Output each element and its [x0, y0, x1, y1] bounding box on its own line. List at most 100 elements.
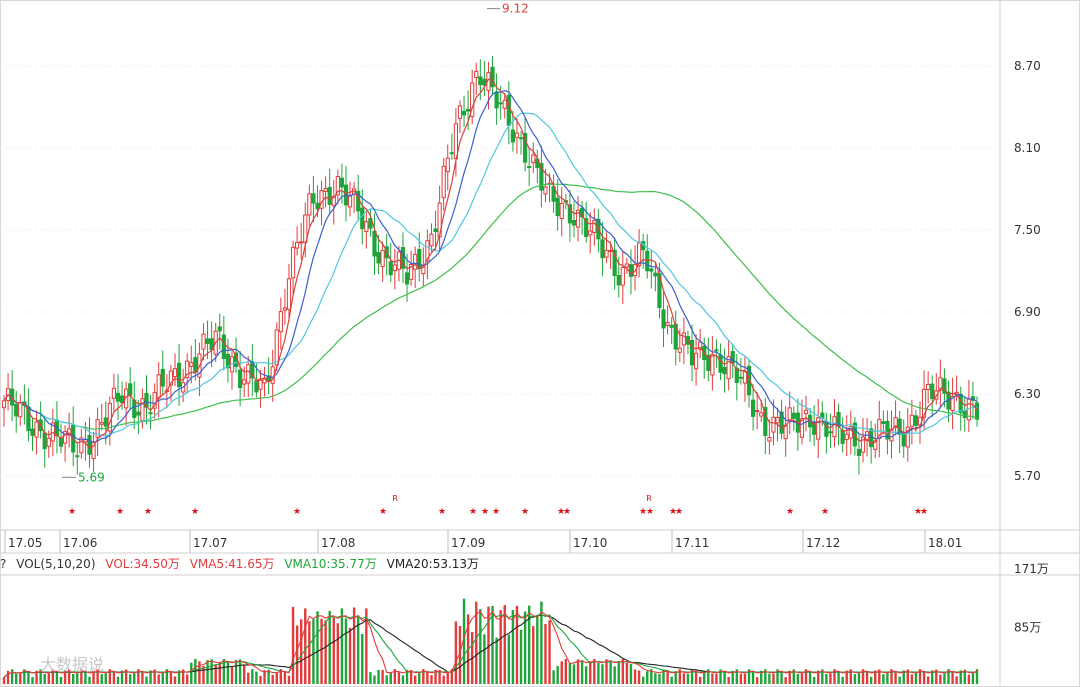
volume-bar [116, 676, 120, 684]
event-star-marker: ★ [914, 507, 922, 517]
volume-bar [817, 670, 820, 684]
volume-bar [15, 673, 18, 684]
volume-bar [413, 675, 417, 684]
volume-bar [279, 669, 283, 684]
volume-bar [67, 669, 71, 684]
candle-body [278, 311, 283, 333]
volume-legend: ? VOL(5,10,20) VOL:34.50万 VMA5:41.65万 VM… [0, 553, 1000, 575]
volume-bar [88, 676, 91, 684]
candle-body [942, 378, 947, 394]
volume-bar [861, 669, 865, 684]
volume-bar [426, 672, 429, 684]
candle-body [246, 364, 251, 384]
volume-bar [149, 670, 152, 684]
volume-bar [267, 669, 270, 684]
candle-body [34, 421, 39, 438]
volume-bar [690, 669, 694, 684]
date-tick-label: 17.08 [321, 536, 355, 550]
candle-body [172, 368, 178, 377]
volume-bar [328, 610, 331, 684]
candle-body [787, 407, 792, 421]
candle-body [506, 94, 511, 126]
volume-bar [670, 676, 673, 684]
volume-bar [788, 670, 791, 684]
candle-body [498, 102, 503, 105]
vma10-line [3, 613, 977, 678]
volume-bar [100, 674, 103, 684]
candle-body [470, 82, 475, 118]
candle-body [844, 433, 849, 440]
candle-body [921, 388, 927, 418]
volume-bar [51, 669, 55, 684]
volume-bar [678, 669, 682, 684]
candle-body [828, 431, 833, 434]
volume-bar [694, 670, 698, 684]
volume-bar [145, 676, 148, 684]
volume-bar [715, 673, 718, 684]
volume-bar [837, 671, 840, 684]
candle-body [368, 218, 373, 229]
volume-bar [181, 669, 185, 684]
candle-body [938, 377, 943, 391]
candle-body [490, 66, 495, 88]
event-star-marker: ★ [68, 507, 76, 517]
volume-bar [234, 660, 238, 684]
volume-bar [462, 598, 466, 684]
candle-body [217, 326, 222, 332]
candle-body [364, 221, 369, 232]
candle-body [673, 323, 678, 350]
candle-body [575, 209, 581, 228]
volume-tick-label: 171万 [1014, 562, 1049, 576]
volume-bar [804, 669, 808, 684]
candle-body [531, 154, 536, 164]
volume-bar [344, 618, 348, 684]
volume-bar [609, 660, 612, 684]
candle-body [759, 412, 764, 417]
price-tick-label: 6.30 [1014, 387, 1041, 401]
volume-bar [198, 661, 201, 684]
candle-body [584, 218, 589, 237]
candle-body [669, 324, 674, 328]
volume-bar [458, 625, 462, 684]
volume-bar [523, 611, 527, 684]
candle-body [46, 437, 51, 447]
volume-bar [898, 676, 901, 684]
candle-body [429, 233, 434, 247]
volume-bar [6, 670, 10, 684]
volume-bar [711, 673, 714, 684]
event-star-marker: ★ [379, 507, 387, 517]
vol-legend-vma20: VMA20:53.13万 [386, 557, 480, 571]
candle-body [612, 249, 617, 277]
volume-bar [275, 672, 278, 684]
candle-body [930, 383, 935, 400]
low-price-label: 5.69 [78, 470, 105, 484]
event-star-marker: ★ [293, 507, 301, 517]
candle-body [897, 418, 902, 435]
volume-bar [190, 662, 193, 684]
candle-body [103, 417, 108, 427]
volume-bar [874, 670, 877, 684]
volume-bar [780, 670, 783, 684]
candle-body [156, 374, 161, 399]
candle-body [738, 376, 743, 379]
volume-bar [564, 658, 568, 684]
volume-bar [479, 609, 482, 684]
volume-bar [35, 670, 38, 684]
candle-body [388, 261, 393, 276]
volume-bar [731, 670, 734, 684]
volume-bar [926, 676, 930, 684]
vol-help-icon[interactable]: ? [0, 557, 7, 571]
candle-body [185, 360, 190, 378]
volume-bar [173, 676, 177, 684]
volume-bar [450, 669, 454, 684]
volume-bar [674, 671, 677, 684]
volume-bar [723, 670, 726, 684]
volume-bar [299, 619, 303, 684]
event-star-marker: ★ [557, 507, 565, 517]
vma20-line [3, 614, 978, 678]
volume-bar [287, 675, 291, 684]
candle-body [816, 417, 821, 440]
candle-body [201, 333, 206, 350]
date-tick-label: 17.11 [675, 536, 709, 550]
volume-bar [491, 606, 494, 684]
